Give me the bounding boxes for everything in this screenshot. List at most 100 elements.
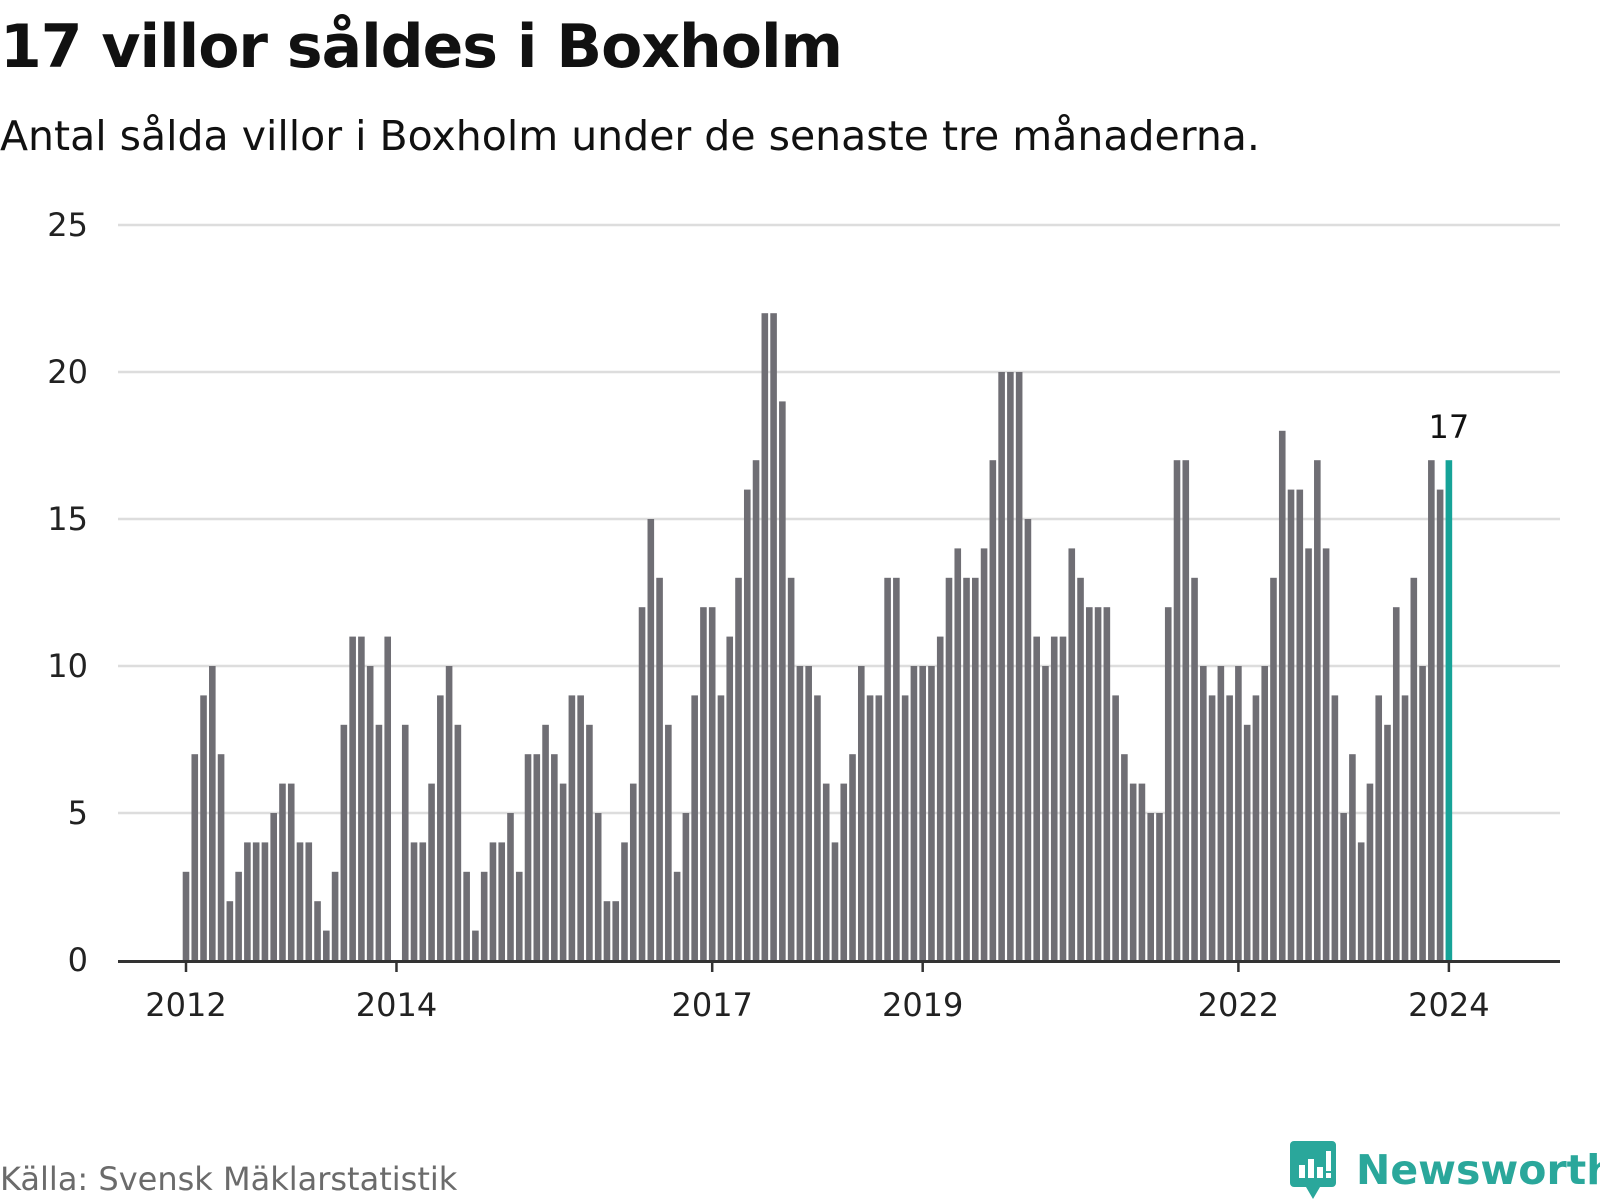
source-credit: Källa: Svensk Mäklarstatistik	[0, 1160, 458, 1198]
bar	[1252, 695, 1260, 960]
bar	[200, 695, 207, 960]
x-tick-label: 2017	[671, 986, 752, 1024]
gridlines	[118, 223, 1560, 815]
bar	[445, 666, 453, 960]
bar	[349, 636, 356, 960]
bar	[980, 548, 988, 960]
bar	[717, 695, 725, 960]
bar	[1164, 607, 1172, 960]
brand-name: Newsworthy	[1356, 1146, 1600, 1194]
bar	[419, 842, 427, 960]
bar	[1200, 666, 1207, 960]
bar	[1296, 489, 1304, 960]
bar	[1278, 430, 1286, 960]
bar	[1375, 695, 1383, 960]
chart-title: 17 villor såldes i Boxholm	[0, 12, 843, 82]
bar	[305, 842, 313, 960]
bar	[551, 754, 558, 960]
bar	[1138, 783, 1146, 960]
bar	[559, 783, 567, 960]
bar	[1024, 519, 1032, 960]
latest-value-label: 17	[1429, 408, 1470, 446]
bar	[936, 636, 944, 960]
bar	[1156, 813, 1163, 960]
bar	[217, 754, 225, 960]
y-tick-label: 15	[47, 500, 88, 538]
bar	[893, 577, 900, 960]
bar	[296, 842, 304, 960]
bar	[814, 695, 821, 960]
bar	[323, 930, 330, 960]
bar-chart: 0 5 10 15 20 25 2012 2014 2017 2019 2022 2024 17	[47, 206, 1560, 1024]
bar	[1419, 666, 1426, 960]
bar	[1305, 548, 1312, 960]
bar	[586, 724, 593, 960]
bar	[331, 871, 339, 960]
bar	[612, 901, 620, 960]
bar	[682, 813, 690, 960]
bar	[401, 724, 409, 960]
bar	[209, 666, 216, 960]
bar	[340, 724, 348, 960]
bar	[954, 548, 962, 960]
bar	[507, 813, 514, 960]
bar	[884, 577, 891, 960]
y-tick-label: 0	[68, 941, 88, 979]
bar	[770, 313, 777, 960]
bar	[480, 871, 488, 960]
bar	[963, 577, 970, 960]
bar	[1392, 607, 1400, 960]
bar	[910, 666, 918, 960]
bar	[1331, 695, 1339, 960]
bar	[1349, 754, 1356, 960]
brand-logo: Newsworthy	[1290, 1140, 1600, 1200]
bar	[375, 724, 383, 960]
bar	[673, 871, 681, 960]
bar	[1357, 842, 1365, 960]
bar	[787, 577, 795, 960]
bar	[998, 372, 1005, 960]
bar	[621, 842, 628, 960]
bar	[191, 754, 199, 960]
bar	[1121, 754, 1128, 960]
bar	[1042, 666, 1049, 960]
bar	[489, 842, 497, 960]
bar	[726, 636, 734, 960]
bar	[1086, 607, 1093, 960]
bar	[691, 695, 698, 960]
bar	[866, 695, 874, 960]
bar	[779, 401, 786, 960]
bars	[182, 313, 1453, 960]
bar	[822, 783, 830, 960]
y-tick-label: 25	[47, 206, 88, 244]
bar	[1059, 636, 1067, 960]
bar	[428, 783, 435, 960]
bar	[261, 842, 269, 960]
bar	[1428, 460, 1435, 960]
bar	[989, 460, 997, 960]
bar	[244, 842, 251, 960]
bar	[366, 666, 374, 960]
bar	[603, 901, 611, 960]
bar	[1410, 577, 1418, 960]
bar	[849, 754, 856, 960]
bar	[647, 519, 655, 960]
x-tick-label: 2014	[356, 986, 437, 1024]
bar	[1401, 695, 1409, 960]
bar	[1015, 372, 1023, 960]
bar	[1173, 460, 1181, 960]
bar	[524, 754, 532, 960]
bar	[472, 930, 479, 960]
x-axis	[118, 960, 1560, 972]
bar	[1077, 577, 1084, 960]
bar	[752, 460, 760, 960]
bar	[235, 871, 242, 960]
x-tick-label: 2022	[1198, 986, 1279, 1024]
bar	[410, 842, 418, 960]
bar	[384, 636, 392, 960]
bar	[454, 724, 462, 960]
x-tick-label: 2019	[882, 986, 963, 1024]
bar	[1112, 695, 1119, 960]
bar	[708, 607, 716, 960]
bar	[1261, 666, 1269, 960]
